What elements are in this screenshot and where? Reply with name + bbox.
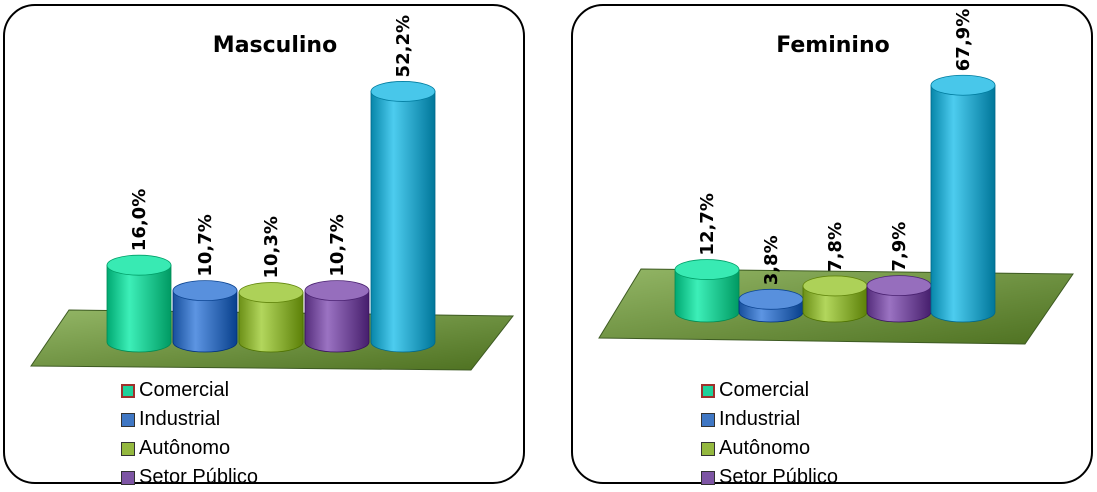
data-label: 10,3% xyxy=(261,216,282,278)
bar-3 xyxy=(802,275,868,323)
data-label: 16,0% xyxy=(129,189,150,251)
data-label: 12,7% xyxy=(697,193,718,255)
chart-feminino: 12,7% 3,8% 7,8% 7,9% 67,9% Feminino Comercial… xyxy=(571,4,1093,488)
legend: Comercial Industrial Autônomo Setor Públ… xyxy=(121,376,258,492)
bar-2 xyxy=(172,280,238,353)
data-label: 3,8% xyxy=(761,235,782,285)
legend-swatch xyxy=(121,470,135,485)
data-label: 52,2% xyxy=(393,15,414,77)
legend-item-setor-publico: Setor Público xyxy=(121,463,258,492)
chart-frame xyxy=(571,4,1093,484)
legend-item-comercial: Comercial xyxy=(121,376,258,405)
legend-item-industrial: Industrial xyxy=(121,405,258,434)
data-label: 10,7% xyxy=(195,214,216,276)
bar-3 xyxy=(238,282,304,353)
legend-swatch xyxy=(701,412,715,427)
data-label: 67,9% xyxy=(953,9,974,71)
chart-frame xyxy=(3,4,525,484)
legend: Comercial Industrial Autônomo Setor Públ… xyxy=(701,376,838,492)
bar-4 xyxy=(304,280,370,353)
chart-plot: 16,0% 10,7% 10,3% 10,7% 52,2% Masculino xyxy=(30,15,515,371)
chart-plot: 12,7% 3,8% 7,8% 7,9% 67,9% Feminino xyxy=(598,9,1074,345)
legend-item-setor-publico: Setor Público xyxy=(701,463,838,492)
legend-item-industrial: Industrial xyxy=(701,405,838,434)
chart-title: Masculino xyxy=(213,33,337,58)
bar-2 xyxy=(738,288,804,323)
bar-5 xyxy=(370,81,436,353)
data-label: 7,9% xyxy=(889,222,910,272)
legend-swatch xyxy=(121,441,135,456)
chart-title: Feminino xyxy=(776,33,890,58)
legend-swatch xyxy=(701,441,715,456)
bar-5 xyxy=(930,74,996,323)
legend-swatch xyxy=(701,383,715,398)
data-label: 10,7% xyxy=(327,214,348,276)
legend-swatch xyxy=(121,383,135,398)
legend-swatch xyxy=(701,470,715,485)
legend-swatch xyxy=(121,412,135,427)
chart-masculino: 16,0% 10,7% 10,3% 10,7% 52,2% Masculino Comer… xyxy=(3,4,525,488)
bar-1 xyxy=(674,259,740,323)
legend-item-autonomo: Autônomo xyxy=(121,434,258,463)
legend-item-autonomo: Autônomo xyxy=(701,434,838,463)
legend-item-comercial: Comercial xyxy=(701,376,838,405)
data-label: 7,8% xyxy=(825,222,846,272)
bar-1 xyxy=(106,254,172,353)
bar-4 xyxy=(866,275,932,323)
